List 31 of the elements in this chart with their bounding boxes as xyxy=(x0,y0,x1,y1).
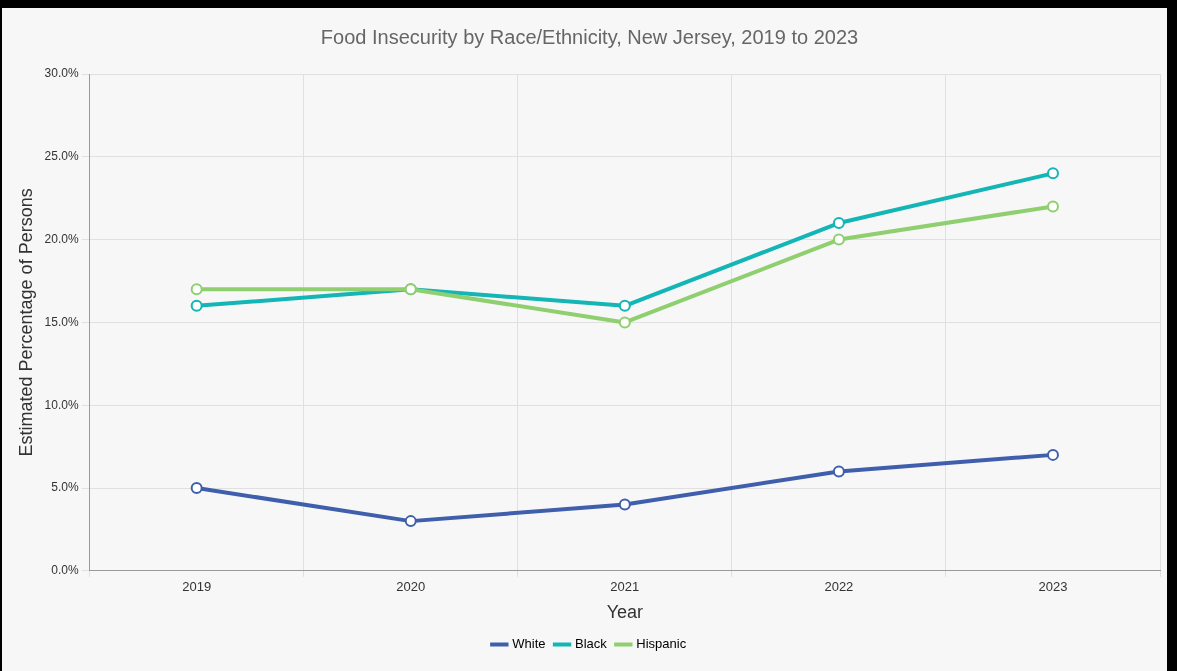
x-tick-label: 2022 xyxy=(824,579,854,595)
y-tick-label: 20.0% xyxy=(44,231,79,246)
point xyxy=(618,316,631,329)
point xyxy=(1046,167,1059,180)
point xyxy=(1046,448,1059,461)
y-tick-label: 15.0% xyxy=(44,314,79,329)
point xyxy=(190,283,203,296)
point xyxy=(190,299,203,312)
x-tick-label: 2021 xyxy=(610,579,640,595)
chart-title: Food Insecurity by Race/Ethnicity, New Jersey, 2019 to 2023 xyxy=(320,25,859,48)
x-tick-label: 2019 xyxy=(182,579,212,595)
point xyxy=(618,498,631,511)
legend-label: White xyxy=(512,636,546,652)
x-axis-title: Year xyxy=(606,602,643,623)
point xyxy=(404,515,417,528)
legend-label: Black xyxy=(575,636,608,652)
legend-label: Hispanic xyxy=(636,636,687,652)
point xyxy=(832,465,845,478)
y-axis-title: Estimated Percentage of Persons xyxy=(15,188,36,457)
point xyxy=(832,233,845,246)
y-tick-label: 10.0% xyxy=(44,397,79,412)
point xyxy=(618,299,631,312)
point xyxy=(190,482,203,494)
point xyxy=(832,217,845,230)
y-tick-label: 25.0% xyxy=(44,149,79,164)
x-tick-label: 2020 xyxy=(396,579,426,595)
y-tick-label: 5.0% xyxy=(51,480,79,495)
y-tick-label: 30.0% xyxy=(44,66,79,81)
x-tick-label: 2023 xyxy=(1038,579,1068,595)
y-tick-label: 0.0% xyxy=(51,563,79,578)
point xyxy=(1046,200,1059,213)
